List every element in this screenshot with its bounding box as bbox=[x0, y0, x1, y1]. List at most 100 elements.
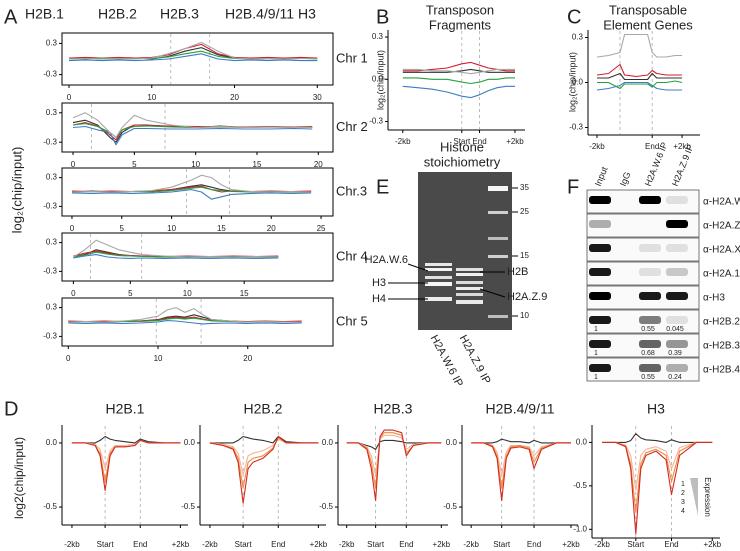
data-line bbox=[471, 442, 571, 502]
row-label: α-H2A.13 bbox=[703, 269, 740, 280]
data-line bbox=[402, 77, 515, 85]
y-tick-label: -0.3 bbox=[569, 123, 583, 132]
y-tick-label: 0.0 bbox=[372, 74, 384, 83]
data-line bbox=[209, 435, 319, 504]
quant-label: 0.55 bbox=[641, 374, 655, 381]
quant-label: 1 bbox=[594, 350, 598, 357]
y-tick-label: -0.5 bbox=[43, 502, 57, 511]
data-line bbox=[68, 47, 318, 60]
blot-band bbox=[639, 244, 661, 252]
x-tick-label: -2kb bbox=[395, 137, 411, 146]
x-tick-label: 20 bbox=[230, 93, 239, 102]
y-tick-label: 0.0 bbox=[184, 438, 196, 447]
blot-band bbox=[589, 196, 611, 204]
data-line bbox=[602, 441, 713, 513]
plot-title: stoichiometry bbox=[424, 154, 501, 169]
data-line bbox=[602, 433, 713, 443]
data-line bbox=[68, 320, 302, 325]
legend-label: 3 bbox=[681, 499, 685, 506]
x-tick-label: 10 bbox=[147, 93, 156, 102]
blot-band bbox=[666, 364, 688, 372]
x-tick-label: 0 bbox=[66, 354, 71, 363]
x-tick-label: 15 bbox=[253, 160, 262, 169]
ladder-band bbox=[488, 315, 508, 318]
data-line bbox=[68, 307, 302, 323]
gel-band bbox=[425, 276, 452, 279]
y-tick-label: -0.3 bbox=[369, 117, 383, 126]
y-tick-label: 0.0 bbox=[446, 438, 458, 447]
y-tick-label: -0.5 bbox=[573, 481, 587, 490]
x-tick-label: +2kb bbox=[433, 540, 451, 549]
x-tick-label: End bbox=[472, 137, 486, 146]
quant-label: 0.39 bbox=[668, 350, 682, 357]
plot-frame bbox=[61, 232, 334, 282]
legend-label: H2B.2 bbox=[98, 6, 137, 22]
x-tick-label: 0 bbox=[71, 289, 76, 298]
blot-band bbox=[666, 268, 688, 276]
data-line bbox=[72, 125, 313, 146]
gel-band bbox=[456, 273, 483, 276]
legend-label: H2B.1 bbox=[25, 6, 64, 22]
gel-band bbox=[425, 268, 452, 271]
data-line bbox=[471, 442, 571, 476]
blot-band bbox=[666, 292, 688, 300]
quant-label: 0.55 bbox=[641, 326, 655, 333]
y-tick-label: -0.3 bbox=[43, 70, 57, 79]
y-tick-label: -0.3 bbox=[43, 267, 57, 276]
column-label: Input bbox=[593, 165, 610, 188]
x-tick-label: Start bbox=[367, 540, 385, 549]
x-tick-label: 15 bbox=[240, 289, 249, 298]
band-label: H2B bbox=[507, 266, 528, 278]
x-tick-label: End bbox=[399, 540, 413, 549]
blot-band bbox=[666, 316, 688, 324]
data-line bbox=[68, 41, 318, 60]
x-tick-label: 15 bbox=[217, 224, 226, 233]
plot-title: H2B.1 bbox=[106, 401, 145, 417]
data-line bbox=[71, 435, 181, 444]
quant-label: 1 bbox=[594, 326, 598, 333]
x-tick-label: 20 bbox=[314, 160, 323, 169]
row-label: α-H2B.4/9/11 bbox=[703, 365, 740, 376]
blot-band bbox=[639, 364, 661, 372]
x-tick-label: 10 bbox=[191, 160, 200, 169]
panel-label: A bbox=[4, 6, 18, 28]
blot-frame bbox=[586, 261, 700, 286]
y-axis-label: log₂(chip/input) bbox=[567, 52, 577, 112]
blot-band bbox=[639, 340, 661, 348]
data-line bbox=[72, 112, 313, 138]
x-tick-label: -2kb bbox=[64, 540, 80, 549]
data-line bbox=[602, 441, 713, 535]
data-line bbox=[346, 434, 442, 476]
x-tick-label: End bbox=[527, 540, 541, 549]
band-label: H3 bbox=[372, 277, 386, 289]
ladder-band bbox=[488, 255, 508, 258]
y-tick-label: -0.5 bbox=[443, 502, 457, 511]
x-tick-label: End bbox=[133, 540, 147, 549]
gel-band bbox=[425, 297, 452, 301]
plot-title: Transposable bbox=[609, 2, 687, 17]
blot-band bbox=[666, 220, 688, 228]
plot-title: H2B.3 bbox=[374, 401, 413, 417]
x-tick-label: -2kb bbox=[339, 540, 355, 549]
y-tick-label: 0.3 bbox=[372, 32, 384, 41]
legend-title: Expression bbox=[703, 477, 712, 517]
y-tick-label: 0.3 bbox=[46, 108, 58, 117]
x-tick-label: +2kb bbox=[506, 137, 524, 146]
y-tick-label: 0.0 bbox=[572, 78, 584, 87]
expression-wedge bbox=[690, 478, 698, 516]
plot-title: H2B.2 bbox=[244, 401, 283, 417]
plot-title: H3 bbox=[647, 401, 665, 417]
y-tick-label: -1.0 bbox=[573, 524, 587, 533]
blot-band bbox=[589, 244, 611, 252]
blot-band bbox=[639, 196, 661, 204]
y-tick-label: -0.3 bbox=[43, 332, 57, 341]
chromosome-label: Chr 4 bbox=[336, 248, 368, 263]
band-label: H4 bbox=[372, 293, 386, 305]
y-tick-label: -0.5 bbox=[319, 502, 333, 511]
x-tick-label: +2kb bbox=[673, 142, 691, 151]
quant-label: 0.24 bbox=[668, 374, 682, 381]
blot-band bbox=[589, 220, 611, 228]
x-tick-label: 20 bbox=[243, 354, 252, 363]
